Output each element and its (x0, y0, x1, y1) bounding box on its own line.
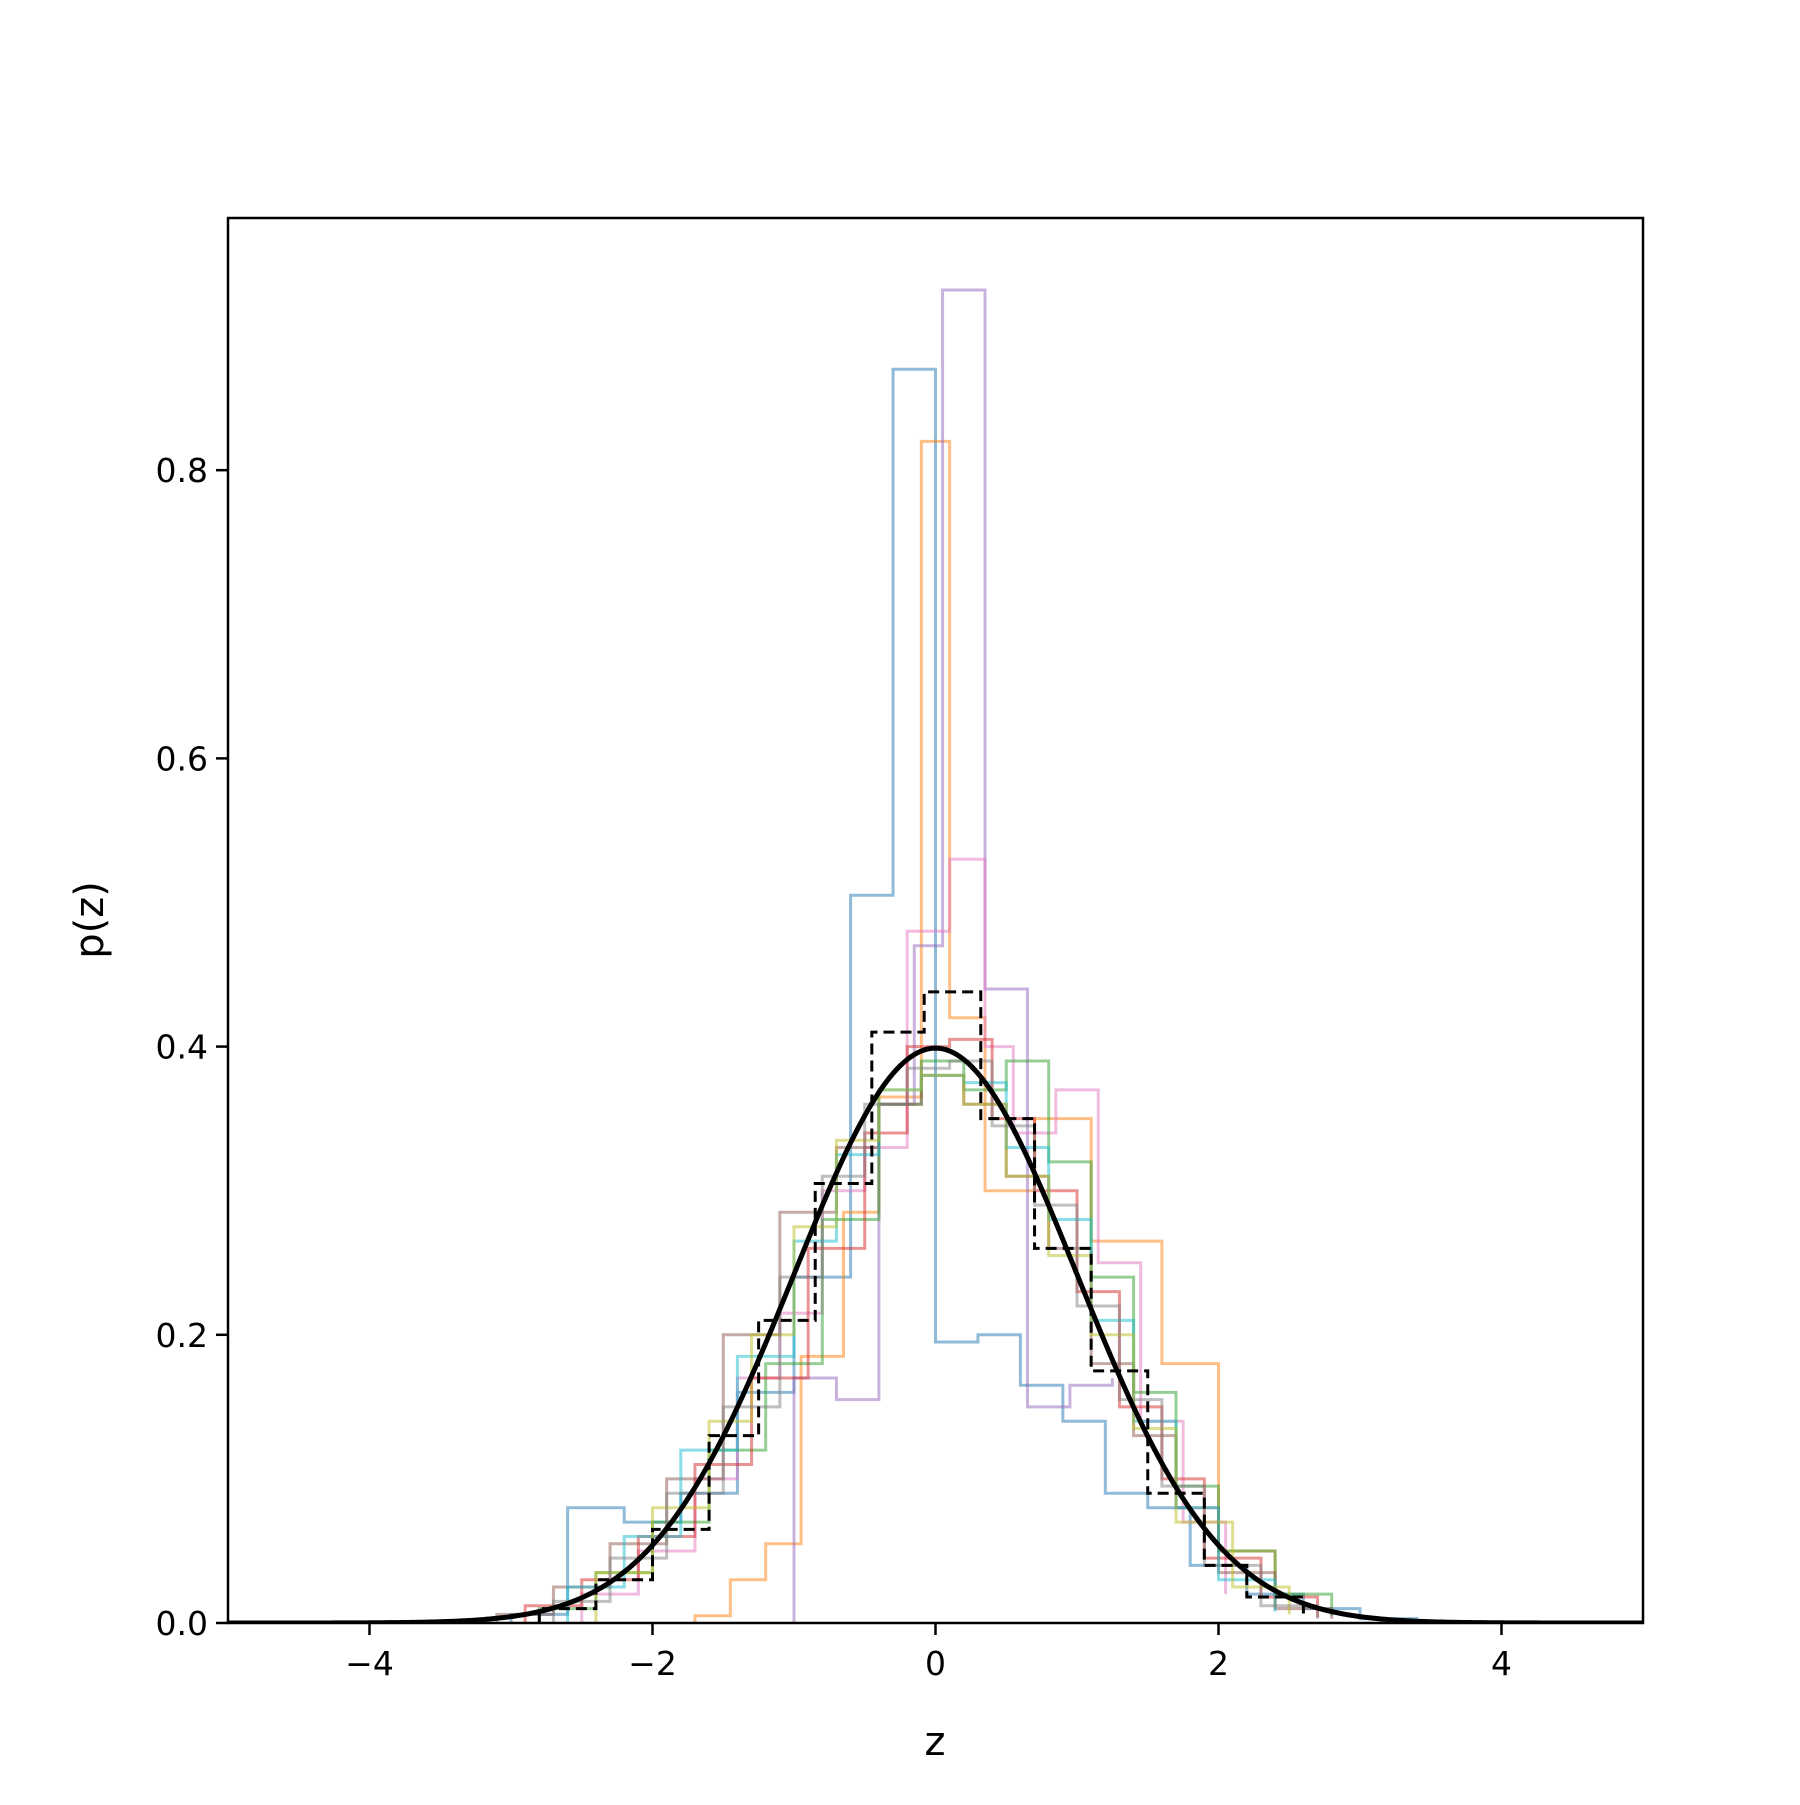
histogram-step-3 (792, 288, 1114, 1623)
histogram-step-9 (594, 1073, 1291, 1623)
normal-pdf-curve (228, 1045, 1643, 1623)
histogram-step-10 (551, 1059, 1320, 1623)
histogram-step-dashed (537, 990, 1305, 1623)
x-tick-label: −2 (628, 1644, 677, 1683)
x-axis-label: z (925, 1719, 946, 1765)
y-tick-label: 0.0 (156, 1604, 208, 1643)
series-layer (495, 288, 1419, 1623)
x-tick-label: 2 (1208, 1644, 1229, 1683)
y-axis: 0.0 0.2 0.4 0.6 0.8 (156, 451, 228, 1643)
y-tick-label: 0.2 (156, 1316, 208, 1355)
x-tick-label: −4 (345, 1644, 394, 1683)
x-tick-label: 4 (1491, 1644, 1512, 1683)
y-tick-label: 0.8 (156, 451, 208, 490)
y-tick-label: 0.6 (156, 739, 208, 778)
y-tick-label: 0.4 (156, 1028, 208, 1067)
y-axis-label: p(z) (67, 881, 113, 959)
histogram-step-2 (693, 439, 1277, 1623)
x-axis: −4 −2 0 2 4 (345, 1623, 1512, 1683)
x-tick-label: 0 (925, 1644, 946, 1683)
curve-layer (228, 1045, 1643, 1623)
